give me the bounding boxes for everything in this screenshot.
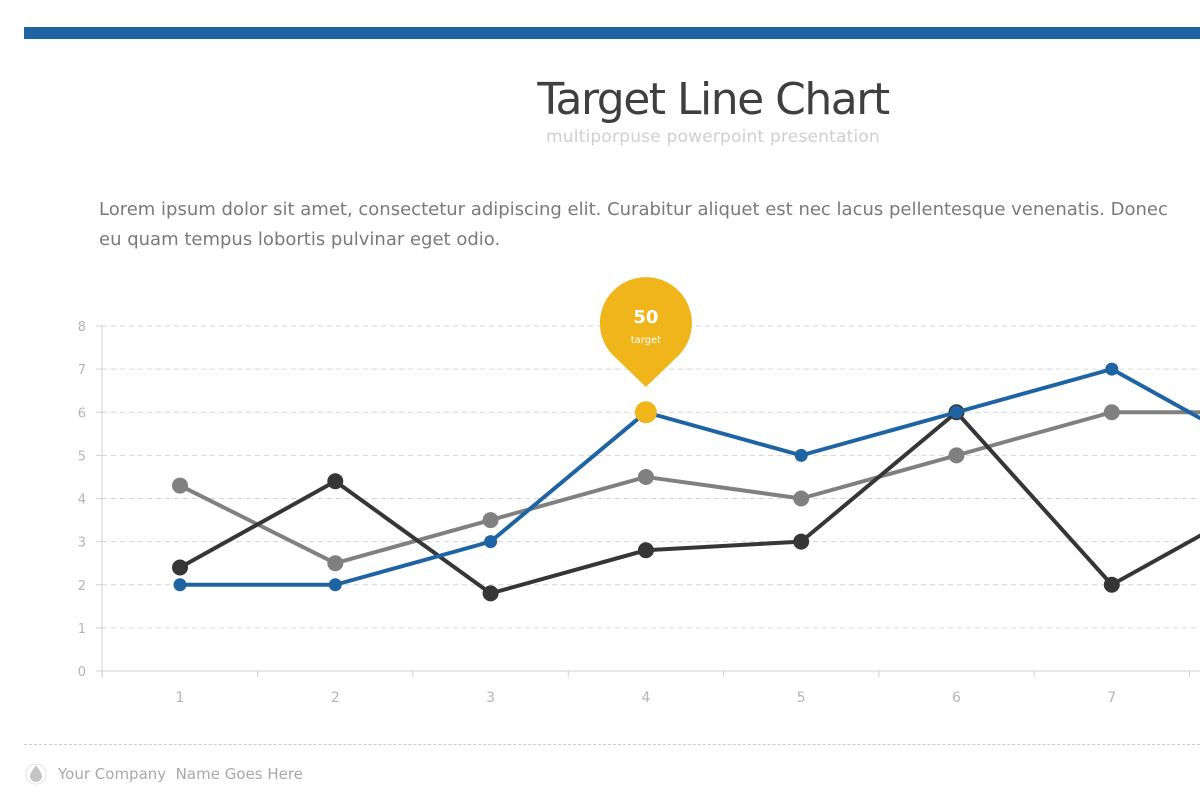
slide-title: Target Line Chart <box>537 74 890 125</box>
series-2-point-1 <box>172 559 188 576</box>
y-tick-label-6: 6 <box>78 406 86 421</box>
target-value: 50 <box>633 307 658 328</box>
y-tick-label-5: 5 <box>78 449 86 464</box>
x-tick-label-4: 4 <box>641 690 650 706</box>
series-3-point-3 <box>484 535 498 549</box>
x-tick-label-1: 1 <box>176 690 185 706</box>
series-2-point-2 <box>327 473 344 490</box>
slide-subtitle: multiporpuse powerpoint presentation <box>545 127 881 147</box>
series-1-point-1 <box>172 477 188 494</box>
series-3-point-1 <box>173 578 187 592</box>
series-1-point-5 <box>793 490 810 507</box>
y-tick-label-1: 1 <box>78 622 86 637</box>
series-line-1 <box>178 410 1200 566</box>
series-3-point-5 <box>794 448 808 462</box>
top-accent-bar <box>24 27 1200 39</box>
chart-axes: 01234567812345678 <box>78 320 1200 706</box>
series-3-point-2 <box>328 578 342 592</box>
series-2-point-5 <box>793 533 810 550</box>
y-tick-label-8: 8 <box>78 320 86 335</box>
series-3-point-6 <box>950 405 963 419</box>
x-tick-label-3: 3 <box>486 690 495 706</box>
description-line-2: eu quam tempus lobortis pulvinar eget od… <box>99 229 501 250</box>
series-3-point-7 <box>1105 362 1119 376</box>
x-tick-label-2: 2 <box>331 690 340 706</box>
series-2-point-3 <box>482 585 499 602</box>
series-1-point-3 <box>482 512 499 529</box>
series-1-point-4 <box>637 468 654 485</box>
target-marker-pin <box>599 277 692 387</box>
x-tick-label-5: 5 <box>797 690 806 706</box>
y-tick-label-4: 4 <box>78 493 86 508</box>
x-tick-label-6: 6 <box>952 690 961 706</box>
target-label: target <box>631 335 661 346</box>
x-tick-label-7: 7 <box>1107 690 1116 706</box>
footer-company-name: Your Company Name Goes Here <box>58 765 303 783</box>
series-line-2 <box>178 410 1200 596</box>
target-callout: 50 target <box>599 277 692 424</box>
footer-divider <box>24 744 1200 745</box>
y-tick-label-2: 2 <box>78 579 86 594</box>
series-1-point-2 <box>327 555 344 572</box>
description-line-1: Lorem ipsum dolor sit amet, consectetur … <box>99 199 1168 220</box>
series-lines <box>172 362 1200 602</box>
water-drop-icon <box>25 763 47 785</box>
series-line-3 <box>178 367 1200 587</box>
series-1-point-6 <box>948 447 965 464</box>
series-2-point-4 <box>637 542 654 559</box>
y-tick-label-3: 3 <box>78 536 86 551</box>
series-1-point-7 <box>1103 404 1120 421</box>
series-2-point-7 <box>1103 576 1120 593</box>
description-text: Lorem ipsum dolor sit amet, consectetur … <box>99 195 1199 255</box>
y-tick-label-0: 0 <box>78 665 86 680</box>
target-point <box>634 401 657 424</box>
y-tick-label-7: 7 <box>78 363 86 378</box>
